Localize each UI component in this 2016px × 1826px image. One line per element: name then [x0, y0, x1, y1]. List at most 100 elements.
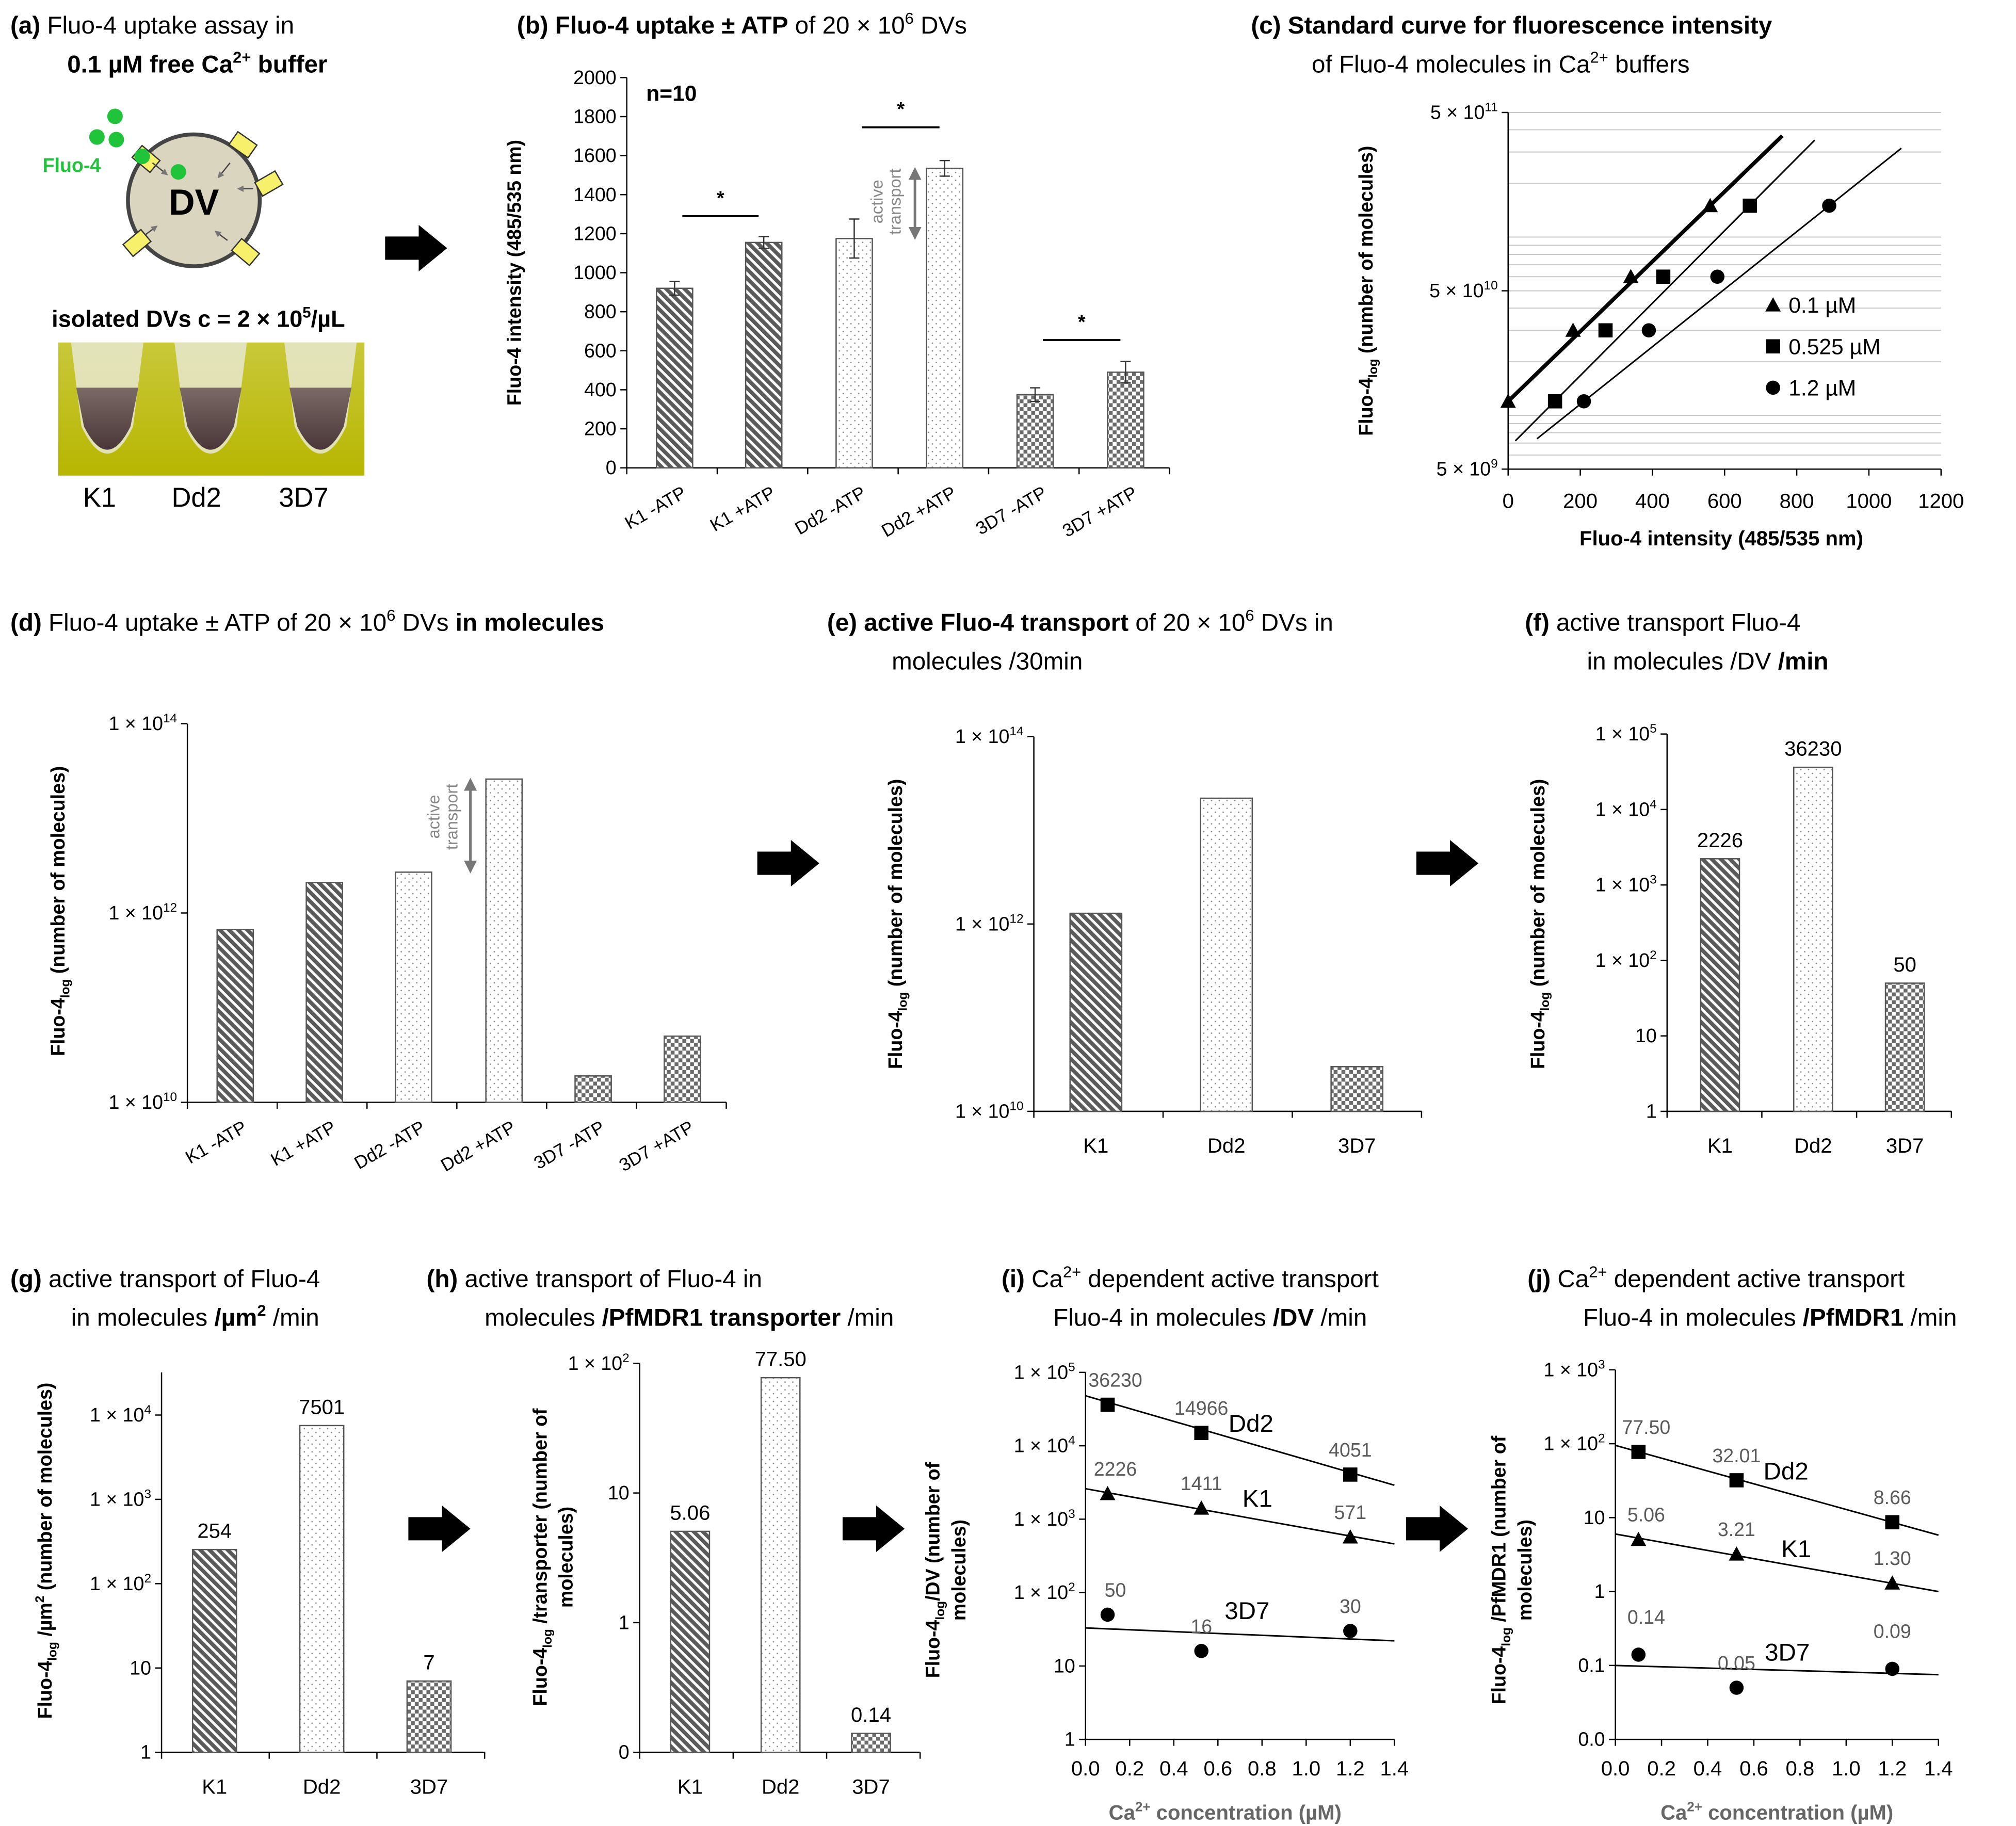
y-tick-label: 1000	[573, 262, 617, 283]
chart-title-f: in molecules /DV /min	[1587, 648, 1829, 675]
y-tick-label: 1 × 103	[1544, 1358, 1605, 1380]
error-bar	[759, 236, 769, 249]
bar-k1	[191, 1548, 237, 1753]
series-dd2: 77.50 32.01 8.66 Dd2	[1615, 1416, 1939, 1536]
series-name-label: Dd2	[1229, 1410, 1273, 1437]
y-axis-label: Fluo-4log (number of molecules)	[1527, 779, 1552, 1069]
trendline	[1085, 1627, 1395, 1642]
chart-title-d: (d) Fluo-4 uptake ± ATP of 20 × 106 DVs …	[10, 606, 604, 636]
x-tick-label: 600	[1707, 490, 1742, 512]
series-name-label: Dd2	[1764, 1458, 1809, 1485]
x-tick-label: 0.2	[1647, 1757, 1676, 1780]
x-tick-label: Dd2 -ATP	[792, 482, 869, 539]
y-tick-label: 10	[1584, 1507, 1605, 1528]
y-tick-label: 1 × 105	[1014, 1360, 1075, 1383]
x-axis-label: Fluo-4 intensity (485/535 nm)	[1579, 527, 1863, 550]
bar-k1--atp	[216, 929, 254, 1103]
transporter-icon	[231, 237, 261, 267]
x-tick-label: Dd2	[1207, 1135, 1246, 1157]
y-tick-label: 1	[140, 1741, 151, 1763]
active-transport-label: transport	[886, 169, 905, 235]
y-tick-label: 0.1	[1578, 1654, 1605, 1676]
chart-panel-i: (i) Ca2+ dependent active transport Fluo-…	[922, 1263, 1409, 1824]
bar-data-label: 36230	[1784, 738, 1842, 761]
bar-data-label: 5.06	[670, 1501, 710, 1524]
y-tick-label: 5 × 1010	[1429, 279, 1498, 301]
active-transport-label: transport	[443, 784, 461, 850]
y-axis-label: Fluo-4log (number of molecules)	[47, 766, 72, 1056]
transporter-icon	[254, 170, 284, 197]
y-tick-label: 1200	[573, 222, 617, 244]
point-data-label: 77.50	[1622, 1416, 1670, 1438]
y-tick-label: 1 × 102	[1544, 1432, 1605, 1455]
y-axis-label: Fluo-4log /PfMDR1 (number of	[1488, 1435, 1513, 1704]
legend-label: 1.2 µM	[1788, 376, 1856, 400]
bar-dd2	[1793, 766, 1833, 1112]
series-0.525-µm: 0.525 µM	[1514, 139, 1881, 442]
flow-arrow-icon	[408, 1505, 471, 1552]
series-name-label: 3D7	[1765, 1639, 1810, 1666]
series-k1: 5.06 3.21 1.30 K1	[1615, 1504, 1939, 1593]
y-axis-label: molecules)	[948, 1520, 970, 1621]
y-tick-label: 600	[584, 340, 617, 361]
y-axis-label: Fluo-4log /transporter (number of	[529, 1408, 554, 1706]
chart-title-j: Fluo-4 in molecules /PfMDR1 /min	[1583, 1304, 1957, 1332]
x-tick-label: 3D7 -ATP	[973, 482, 1050, 539]
bar-dd2-+atp	[926, 167, 964, 468]
y-tick-label: 1 × 102	[90, 1572, 151, 1594]
point-data-label: 0.05	[1718, 1652, 1755, 1674]
circle-marker	[1885, 1661, 1900, 1676]
x-tick-label: 0	[1503, 490, 1514, 512]
chart-title-g: in molecules /µm2 /min	[71, 1302, 319, 1332]
bar-data-label: 254	[197, 1520, 232, 1543]
triangle-marker	[1729, 1546, 1745, 1561]
bar-k1	[1069, 912, 1123, 1112]
x-tick-label: 1.0	[1292, 1757, 1320, 1780]
fluo4-molecule-icon	[89, 129, 105, 145]
square-marker	[1631, 1445, 1646, 1459]
chart-title-j: (j) Ca2+ dependent active transport	[1527, 1263, 1905, 1293]
series-dd2: 36230 14966 4051 Dd2	[1085, 1369, 1395, 1486]
y-tick-label: 5 × 109	[1437, 457, 1498, 480]
circle-marker	[1729, 1680, 1744, 1695]
x-tick-label: 0.4	[1159, 1757, 1188, 1780]
y-tick-label: 10	[608, 1482, 630, 1504]
x-tick-label: K1 +ATP	[707, 482, 779, 536]
trendline	[1085, 1395, 1395, 1486]
trendline	[1536, 148, 1902, 440]
uptake-arrow-icon	[217, 162, 231, 179]
uptake-arrow-icon	[152, 162, 168, 175]
point-data-label: 571	[1334, 1501, 1367, 1523]
fluo4-molecule-icon	[108, 132, 124, 148]
bar-k1--atp	[656, 287, 693, 468]
trendline	[1615, 1665, 1939, 1676]
y-tick-label: 10	[130, 1657, 151, 1678]
transporter-icon	[228, 131, 258, 159]
y-tick-label: 1 × 103	[1595, 873, 1657, 896]
x-tick-label: Dd2	[1794, 1135, 1832, 1157]
y-axis-label: Fluo-4log/DV (number of	[922, 1462, 947, 1678]
y-tick-label: 800	[584, 301, 617, 322]
x-tick-label: K1	[678, 1775, 703, 1798]
x-tick-label: 1.4	[1380, 1757, 1409, 1780]
bar-3d7	[851, 1733, 891, 1753]
bar-k1	[670, 1530, 711, 1753]
y-tick-label: 1	[1594, 1580, 1605, 1602]
point-data-label: 0.14	[1627, 1606, 1665, 1628]
square-marker	[1194, 1426, 1209, 1440]
chart-title-h: molecules /PfMDR1 transporter /min	[485, 1304, 894, 1332]
circle-marker	[1100, 1607, 1115, 1622]
trendline	[1615, 1444, 1939, 1536]
y-tick-label: 0	[606, 457, 617, 478]
point-data-label: 32.01	[1712, 1445, 1761, 1466]
x-tick-label: 3D7 +ATP	[1059, 482, 1140, 541]
flow-arrow-icon	[1406, 1505, 1469, 1552]
x-tick-label: 200	[1563, 490, 1598, 512]
tube-sample-icon	[289, 387, 352, 450]
bar-dd2	[1200, 797, 1253, 1112]
y-tick-label: 0.0	[1578, 1728, 1605, 1750]
circle-marker	[1194, 1644, 1209, 1658]
chart-title-c: (c) Standard curve for fluorescence inte…	[1251, 12, 1772, 39]
circle-marker	[1641, 323, 1656, 338]
triangle-marker	[1342, 1529, 1358, 1544]
